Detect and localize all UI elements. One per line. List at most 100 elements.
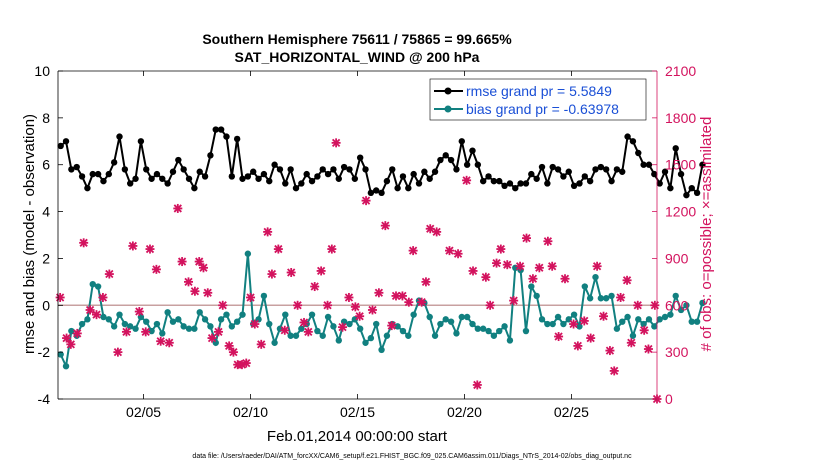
rmse-point — [292, 184, 300, 192]
obs-marker — [316, 266, 326, 276]
rmse-point — [191, 184, 198, 192]
bias-point — [661, 313, 669, 321]
bias-point — [207, 323, 214, 330]
bias-point — [233, 318, 241, 325]
bias-point — [127, 323, 134, 330]
bias-point — [479, 325, 487, 332]
bias-point — [538, 316, 546, 323]
bias-point — [244, 250, 252, 257]
rmse-point — [672, 145, 679, 152]
bias-point — [549, 320, 556, 328]
obs-marker — [509, 296, 519, 306]
obs-marker — [374, 288, 384, 298]
obs-marker — [183, 277, 193, 287]
rmse-point — [544, 180, 551, 187]
rmse-point — [132, 175, 139, 182]
obs-marker — [481, 272, 491, 282]
rmse-point — [522, 180, 530, 187]
rmse-point — [308, 177, 316, 185]
obs-marker — [639, 325, 649, 335]
bias-point — [469, 320, 476, 328]
bias-point — [121, 320, 129, 328]
rmse-point — [185, 175, 193, 182]
bias-point — [196, 309, 203, 316]
rmse-point — [287, 166, 294, 173]
legend-bias-marker — [444, 105, 452, 113]
rmse-point — [490, 177, 498, 185]
obs-marker — [323, 300, 333, 310]
obs-marker — [85, 305, 95, 315]
obs-marker — [528, 274, 538, 284]
bias-point — [496, 327, 503, 335]
bias-point — [629, 332, 637, 339]
bias-point — [506, 337, 514, 344]
obs-marker — [128, 241, 138, 251]
rmse-point — [635, 149, 642, 157]
bias-point — [528, 283, 535, 290]
bias-point — [239, 311, 246, 318]
bias-point — [367, 334, 375, 342]
rmse-point — [463, 161, 471, 168]
bias-point — [447, 318, 455, 325]
obs-marker — [79, 238, 89, 248]
bias-point — [688, 318, 695, 325]
rmse-point — [169, 168, 177, 175]
rmse-point — [314, 173, 321, 180]
rmse-point — [340, 163, 348, 171]
rmse-point — [84, 184, 91, 192]
bias-point — [164, 309, 171, 316]
bias-point — [84, 316, 91, 323]
rmse-point — [143, 166, 150, 173]
obs-marker — [156, 336, 166, 346]
rmse-point — [62, 138, 70, 145]
obs-marker — [599, 311, 609, 321]
obs-marker — [151, 264, 161, 274]
rmse-point — [399, 173, 407, 180]
obs-marker — [569, 319, 579, 329]
bias-point — [442, 316, 449, 323]
bias-point — [522, 327, 530, 335]
rmse-point — [383, 177, 391, 185]
rmse-point — [330, 166, 337, 173]
bias-point — [640, 320, 647, 328]
obs-marker — [213, 327, 223, 337]
rmse-point — [266, 177, 273, 185]
obs-marker — [380, 221, 390, 231]
bias-point — [78, 320, 86, 328]
y-tick-label-right: 900 — [665, 250, 689, 266]
bias-point — [651, 323, 658, 330]
obs-marker — [547, 261, 557, 271]
rmse-point — [447, 156, 455, 164]
rmse-point — [196, 168, 203, 175]
rmse-point — [496, 177, 503, 185]
bias-point — [346, 320, 353, 328]
rmse-point — [356, 154, 364, 161]
obs-marker — [622, 275, 632, 285]
obs-marker — [633, 300, 643, 310]
rmse-point — [431, 168, 439, 175]
bias-point — [180, 323, 187, 330]
obs-marker — [263, 227, 273, 237]
obs-marker — [246, 292, 256, 302]
obs-marker — [303, 327, 313, 337]
obs-marker — [121, 327, 131, 337]
rmse-point — [683, 191, 690, 199]
obs-marker — [472, 380, 482, 390]
rmse-point — [116, 133, 123, 140]
obs-marker — [250, 319, 260, 329]
legend-rmse-label: rmse grand pr = 5.5849 — [466, 83, 612, 99]
rmse-point — [410, 170, 417, 178]
bias-point — [635, 316, 642, 323]
y-tick-label-right: 300 — [665, 344, 689, 360]
bias-point — [217, 316, 225, 323]
rmse-point — [362, 166, 369, 173]
rmse-point — [78, 173, 86, 180]
obs-marker — [177, 257, 187, 267]
bias-point — [319, 332, 326, 339]
rmse-point — [298, 180, 305, 187]
bias-point — [592, 273, 599, 281]
y-tick-label-right: 0 — [665, 391, 673, 407]
bias-point — [185, 325, 193, 332]
bias-point — [62, 363, 70, 370]
obs-marker — [626, 338, 636, 348]
